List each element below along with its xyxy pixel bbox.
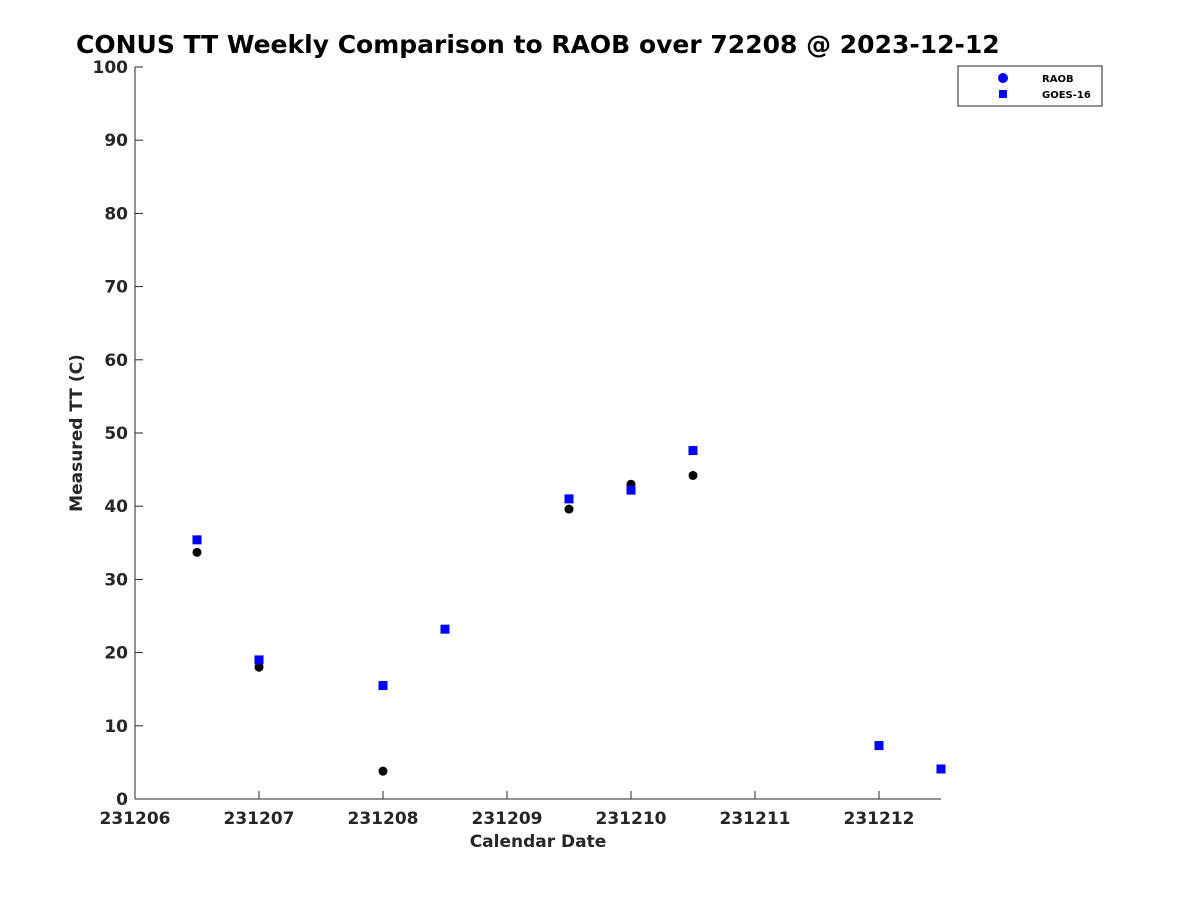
y-tick-label: 20 bbox=[104, 644, 128, 664]
goes-16-point bbox=[192, 535, 202, 545]
legend-entry-label: RAOB bbox=[1042, 74, 1074, 85]
y-tick-label: 70 bbox=[104, 278, 128, 298]
goes-16-point bbox=[626, 485, 636, 495]
goes-16-point bbox=[378, 681, 388, 691]
x-tick-label: 231209 bbox=[472, 809, 543, 829]
x-tick-label: 231212 bbox=[844, 809, 915, 829]
legend: RAOB GOES-16 bbox=[957, 65, 1103, 107]
legend-entry-label: GOES-16 bbox=[1042, 90, 1091, 101]
y-tick-label: 50 bbox=[104, 424, 128, 444]
goes-16-point bbox=[254, 655, 264, 665]
y-tick-label: 100 bbox=[93, 58, 129, 78]
series-raob bbox=[192, 470, 698, 776]
y-axis-ticks: 0 10 20 30 40 50 60 70 80 90 100 bbox=[93, 58, 143, 810]
y-tick-label: 10 bbox=[104, 717, 128, 737]
x-axis-ticks: 231206 231207 231208 231209 231210 231211 2312… bbox=[100, 791, 915, 829]
y-tick-label: 90 bbox=[104, 131, 128, 151]
axes bbox=[134, 67, 941, 800]
x-tick-label: 231210 bbox=[596, 809, 667, 829]
y-tick-label: 30 bbox=[104, 570, 128, 590]
y-tick-label: 60 bbox=[104, 351, 128, 371]
goes-16-point bbox=[874, 741, 884, 751]
raob-point bbox=[192, 547, 202, 557]
goes-16-point bbox=[688, 446, 698, 456]
raob-point bbox=[688, 470, 698, 480]
x-tick-label: 231208 bbox=[348, 809, 419, 829]
goes-16-point bbox=[564, 494, 574, 504]
y-tick-label: 0 bbox=[116, 790, 128, 810]
data-points bbox=[192, 446, 946, 776]
chart-title: CONUS TT Weekly Comparison to RAOB over … bbox=[76, 30, 1000, 59]
goes-16-point bbox=[936, 764, 946, 774]
y-tick-label: 40 bbox=[104, 497, 128, 517]
legend-marker-square bbox=[999, 90, 1007, 98]
raob-point bbox=[564, 504, 574, 514]
raob-point bbox=[254, 662, 264, 672]
x-axis-label: Calendar Date bbox=[470, 832, 607, 852]
legend-box bbox=[957, 65, 1103, 107]
raob-point bbox=[378, 766, 388, 776]
legend-marker-circle bbox=[998, 73, 1008, 83]
y-axis-label: Measured TT (C) bbox=[67, 354, 87, 512]
x-tick-label: 231206 bbox=[100, 809, 171, 829]
y-tick-label: 80 bbox=[104, 204, 128, 224]
goes-16-point bbox=[440, 624, 450, 634]
x-tick-label: 231211 bbox=[720, 809, 791, 829]
x-tick-label: 231207 bbox=[224, 809, 295, 829]
series-goes-16 bbox=[192, 446, 946, 774]
